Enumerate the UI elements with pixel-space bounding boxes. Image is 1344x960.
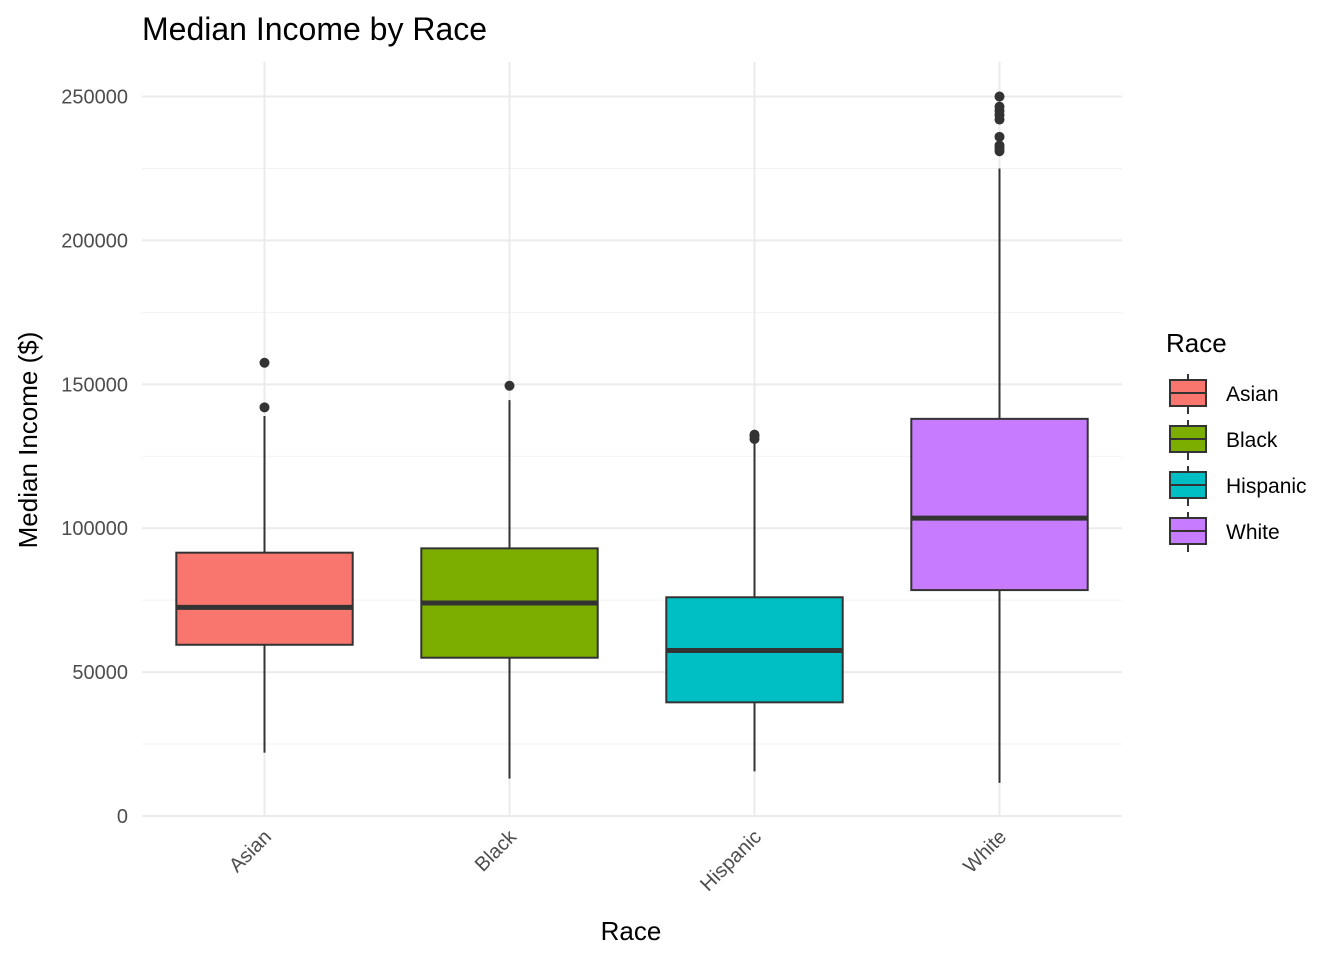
x-axis-ticks: Asian Black Hispanic White <box>225 825 1011 896</box>
x-tick-label: Asian <box>225 826 276 877</box>
legend-item-hispanic: Hispanic <box>1169 466 1307 506</box>
outlier-point <box>994 131 1005 142</box>
box-asian <box>175 357 354 753</box>
outlier-point <box>259 402 270 413</box>
outlier-point <box>994 91 1005 102</box>
legend-item-asian: Asian <box>1169 374 1279 414</box>
y-tick-label: 0 <box>117 806 128 828</box>
legend-title: Race <box>1166 328 1227 358</box>
legend-label: Asian <box>1226 383 1279 406</box>
y-tick-label: 100000 <box>61 518 128 540</box>
chart-title: Median Income by Race <box>142 11 487 47</box>
y-tick-label: 50000 <box>72 662 128 684</box>
iqr-box <box>175 551 354 646</box>
legend-item-white: White <box>1169 512 1280 552</box>
legend-item-black: Black <box>1169 420 1278 460</box>
iqr-box <box>910 417 1089 592</box>
x-tick-label: Black <box>471 825 522 876</box>
outlier-point <box>994 101 1005 112</box>
y-tick-label: 250000 <box>61 87 128 109</box>
y-axis-ticks: 0 50000 100000 150000 200000 250000 <box>61 87 128 828</box>
legend-label: Black <box>1226 429 1278 452</box>
y-axis-title: Median Income ($) <box>13 332 43 549</box>
x-axis-title: Race <box>601 916 662 946</box>
outlier-point <box>749 429 760 440</box>
y-tick-label: 150000 <box>61 374 128 396</box>
box-hispanic <box>665 429 844 772</box>
x-tick-label: White <box>959 826 1011 878</box>
box-series <box>175 91 1089 783</box>
legend-label: White <box>1226 521 1280 544</box>
box-black <box>420 380 599 779</box>
outlier-point <box>259 357 270 368</box>
outlier-point <box>994 140 1005 151</box>
y-tick-label: 200000 <box>61 230 128 252</box>
legend: Race Asian Black Hispanic White <box>1166 328 1307 552</box>
x-tick-label: Hispanic <box>696 826 766 896</box>
outlier-point <box>504 380 515 391</box>
legend-label: Hispanic <box>1226 475 1307 498</box>
box-white <box>910 91 1089 783</box>
